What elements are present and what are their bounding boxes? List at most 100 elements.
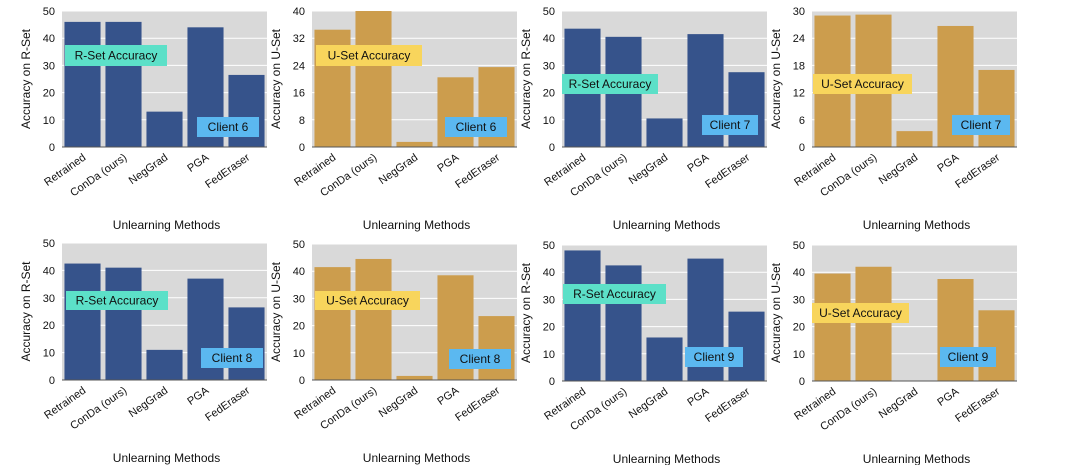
accuracy-label-box: [562, 74, 658, 94]
y-tick-label: 30: [543, 294, 555, 306]
y-tick-label: 50: [793, 240, 805, 252]
x-axis-title: Unlearning Methods: [863, 218, 970, 232]
y-tick-label: 30: [543, 60, 555, 72]
y-tick-label: 50: [43, 238, 55, 250]
x-axis-title: Unlearning Methods: [363, 451, 470, 465]
x-tick-label: PGA: [185, 151, 211, 175]
x-tick-label: NegGrad: [377, 152, 420, 187]
client-label: Client 6: [208, 120, 249, 134]
x-tick-label: NegGrad: [127, 152, 170, 187]
bar: [855, 266, 892, 381]
y-tick-label: 0: [49, 375, 55, 387]
y-tick-label: 10: [543, 349, 555, 361]
x-tick-label: PGA: [435, 151, 461, 175]
client-label: Client 8: [212, 351, 253, 365]
y-tick-label: 12: [793, 88, 805, 100]
x-tick-label: FedEraser: [203, 384, 252, 423]
x-tick-label: NegGrad: [877, 386, 920, 421]
y-axis-title: Accuracy on U-Set: [269, 261, 283, 362]
client-label-box: [940, 347, 996, 367]
x-tick-label: FedEraser: [953, 151, 1002, 190]
y-tick-label: 10: [43, 115, 55, 127]
bar: [646, 337, 683, 381]
x-tick-label: FedEraser: [953, 385, 1002, 424]
bar: [228, 307, 265, 380]
bar: [978, 69, 1015, 147]
x-tick-label: NegGrad: [627, 152, 670, 187]
bar: [64, 21, 101, 148]
y-axis-title: Accuracy on R-Set: [19, 28, 33, 129]
client-label-box: [449, 349, 511, 369]
y-tick-label: 8: [299, 115, 305, 127]
client-label: Client 9: [694, 350, 735, 364]
client-label-box: [201, 348, 263, 368]
accuracy-label-box: [65, 45, 167, 66]
x-tick-label: NegGrad: [627, 386, 670, 421]
y-tick-label: 40: [293, 266, 305, 278]
y-axis-title: Accuracy on U-Set: [269, 28, 283, 129]
x-tick-label: FedEraser: [453, 384, 502, 423]
x-tick-label: NegGrad: [377, 385, 420, 420]
x-tick-label: FedEraser: [203, 151, 252, 190]
y-tick-label: 10: [543, 115, 555, 127]
bar: [978, 310, 1015, 381]
bar: [64, 263, 101, 380]
accuracy-label: U-Set Accuracy: [819, 306, 902, 320]
x-tick-label: PGA: [435, 384, 461, 408]
bar: [646, 118, 683, 147]
y-tick-label: 0: [799, 376, 805, 388]
y-tick-label: 20: [543, 322, 555, 334]
x-axis-title: Unlearning Methods: [613, 218, 720, 232]
x-tick-label: FedEraser: [703, 151, 752, 190]
bar: [896, 131, 933, 147]
bar: [355, 11, 392, 147]
x-axis-title: Unlearning Methods: [363, 218, 470, 232]
x-tick-label: PGA: [185, 384, 211, 408]
y-tick-label: 50: [543, 6, 555, 18]
y-tick-label: 50: [293, 239, 305, 251]
y-tick-label: 10: [43, 348, 55, 360]
bar: [396, 375, 433, 380]
y-tick-label: 18: [793, 60, 805, 72]
y-tick-label: 0: [299, 375, 305, 387]
x-axis-title: Unlearning Methods: [113, 451, 220, 465]
x-tick-label: NegGrad: [877, 152, 920, 187]
y-tick-label: 32: [293, 33, 305, 45]
bar: [355, 258, 392, 380]
bar: [146, 349, 183, 380]
client-label: Client 7: [710, 118, 751, 132]
bar: [478, 316, 515, 380]
client-label-box: [685, 347, 743, 367]
y-tick-label: 0: [799, 142, 805, 154]
bar: [728, 311, 765, 381]
y-tick-label: 40: [43, 265, 55, 277]
accuracy-label: R-Set Accuracy: [573, 287, 656, 301]
client-label: Client 8: [460, 352, 501, 366]
y-axis-title: Accuracy on R-Set: [19, 261, 33, 362]
x-tick-label: PGA: [685, 151, 711, 175]
bar: [728, 72, 765, 147]
y-tick-label: 50: [43, 6, 55, 18]
y-tick-label: 24: [293, 60, 305, 72]
y-tick-label: 10: [793, 349, 805, 361]
y-tick-label: 20: [793, 322, 805, 334]
accuracy-label-box: [316, 45, 422, 66]
accuracy-label-box: [813, 74, 912, 94]
y-tick-label: 24: [793, 33, 805, 45]
client-label-box: [445, 117, 507, 137]
y-tick-label: 20: [543, 88, 555, 100]
accuracy-label: R-Set Accuracy: [76, 294, 159, 308]
accuracy-label: U-Set Accuracy: [821, 77, 904, 91]
x-axis-title: Unlearning Methods: [863, 452, 970, 465]
client-label: Client 7: [961, 118, 1002, 132]
y-tick-label: 0: [299, 142, 305, 154]
y-tick-label: 40: [543, 33, 555, 45]
